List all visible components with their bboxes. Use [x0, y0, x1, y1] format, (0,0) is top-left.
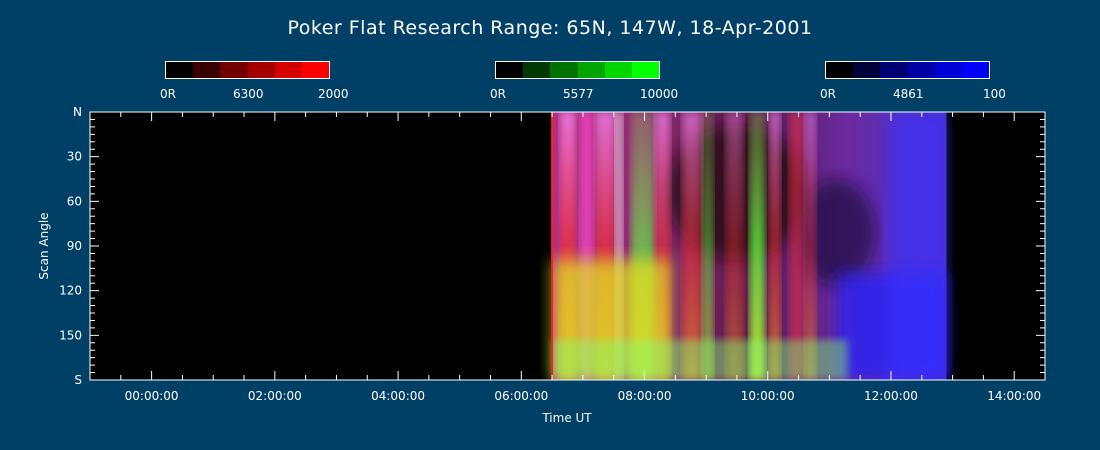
colorbar-swatch [631, 62, 660, 78]
y-tick-label: N [73, 105, 82, 119]
colorbar-wavelength-label: 5577 [563, 87, 594, 101]
x-axis-labels: 00:00:00 02:00:00 04:00:00 06:00:00 08:00:00… [125, 389, 1041, 403]
colorbar-min-label: 0R [490, 87, 506, 101]
aurora-streak [615, 112, 624, 380]
x-tick-label: 08:00:00 [618, 389, 672, 403]
aurora-green-band [552, 339, 848, 380]
x-tick-label: 14:00:00 [987, 389, 1041, 403]
chart-title: Poker Flat Research Range: 65N, 147W, 18… [287, 17, 813, 39]
y-tick-label: 120 [59, 284, 82, 298]
colorbar-min-label: 0R [820, 87, 836, 101]
colorbar-swatch [247, 62, 275, 78]
colorbar-swatch [550, 62, 578, 78]
colorbar-swatch [880, 62, 908, 78]
aurora-streak [725, 112, 744, 380]
y-tick-label: 90 [67, 239, 82, 253]
aurora-streak [788, 112, 805, 380]
x-tick-label: 06:00:00 [494, 389, 548, 403]
colorbar-swatch [301, 62, 330, 78]
colorbar-swatch [604, 62, 632, 78]
colorbar-swatch [907, 62, 935, 78]
aurora-streak [749, 112, 766, 380]
aurora-start-edge [551, 112, 554, 380]
colorbar-4861 [825, 61, 990, 79]
colorbar-swatch [961, 62, 990, 78]
colorbar-max-label: 100 [983, 87, 1006, 101]
aurora-streak [701, 112, 714, 380]
y-axis-labels: N 30 60 90 120 150 S [59, 105, 82, 387]
colorbar-swatch [577, 62, 605, 78]
x-tick-label: 02:00:00 [248, 389, 302, 403]
colorbar-swatch [826, 62, 854, 78]
colorbar-swatch [496, 62, 524, 78]
y-tick-label: S [74, 373, 82, 387]
x-tick-label: 10:00:00 [741, 389, 795, 403]
x-axis-title: Time UT [541, 411, 592, 425]
aurora-image [551, 112, 947, 380]
colorbar-wavelength-label: 6300 [233, 87, 264, 101]
colorbar-5577 [495, 61, 660, 79]
x-tick-label: 00:00:00 [125, 389, 179, 403]
colorbar-swatch [853, 62, 881, 78]
aurora-blue-band [887, 112, 947, 380]
y-axis-ticks [90, 111, 1045, 381]
colorbar-swatch [523, 62, 551, 78]
y-tick-label: 30 [67, 150, 82, 164]
aurora-streak [804, 112, 817, 380]
y-tick-label: 150 [59, 328, 82, 342]
colorbar-6300 [165, 61, 330, 79]
colorbar-max-label: 10000 [640, 87, 679, 101]
colorbar-max-label: 2000 [318, 87, 349, 101]
colorbar-swatch [166, 62, 194, 78]
aurora-streak [768, 112, 781, 380]
colorbar-wavelength-label: 4861 [893, 87, 924, 101]
y-axis-title: Scan Angle [37, 212, 51, 279]
x-tick-label: 04:00:00 [371, 389, 425, 403]
colorbar-swatch [220, 62, 248, 78]
y-tick-label: 60 [67, 194, 82, 208]
colorbar-swatch [274, 62, 302, 78]
colorbar-swatch [934, 62, 962, 78]
colorbar-min-label: 0R [160, 87, 176, 101]
aurora-dark-patch [796, 179, 876, 287]
colorbar-swatch [193, 62, 221, 78]
x-axis-ticks [89, 112, 1046, 380]
x-tick-label: 12:00:00 [864, 389, 918, 403]
aurora-streak [682, 112, 702, 380]
